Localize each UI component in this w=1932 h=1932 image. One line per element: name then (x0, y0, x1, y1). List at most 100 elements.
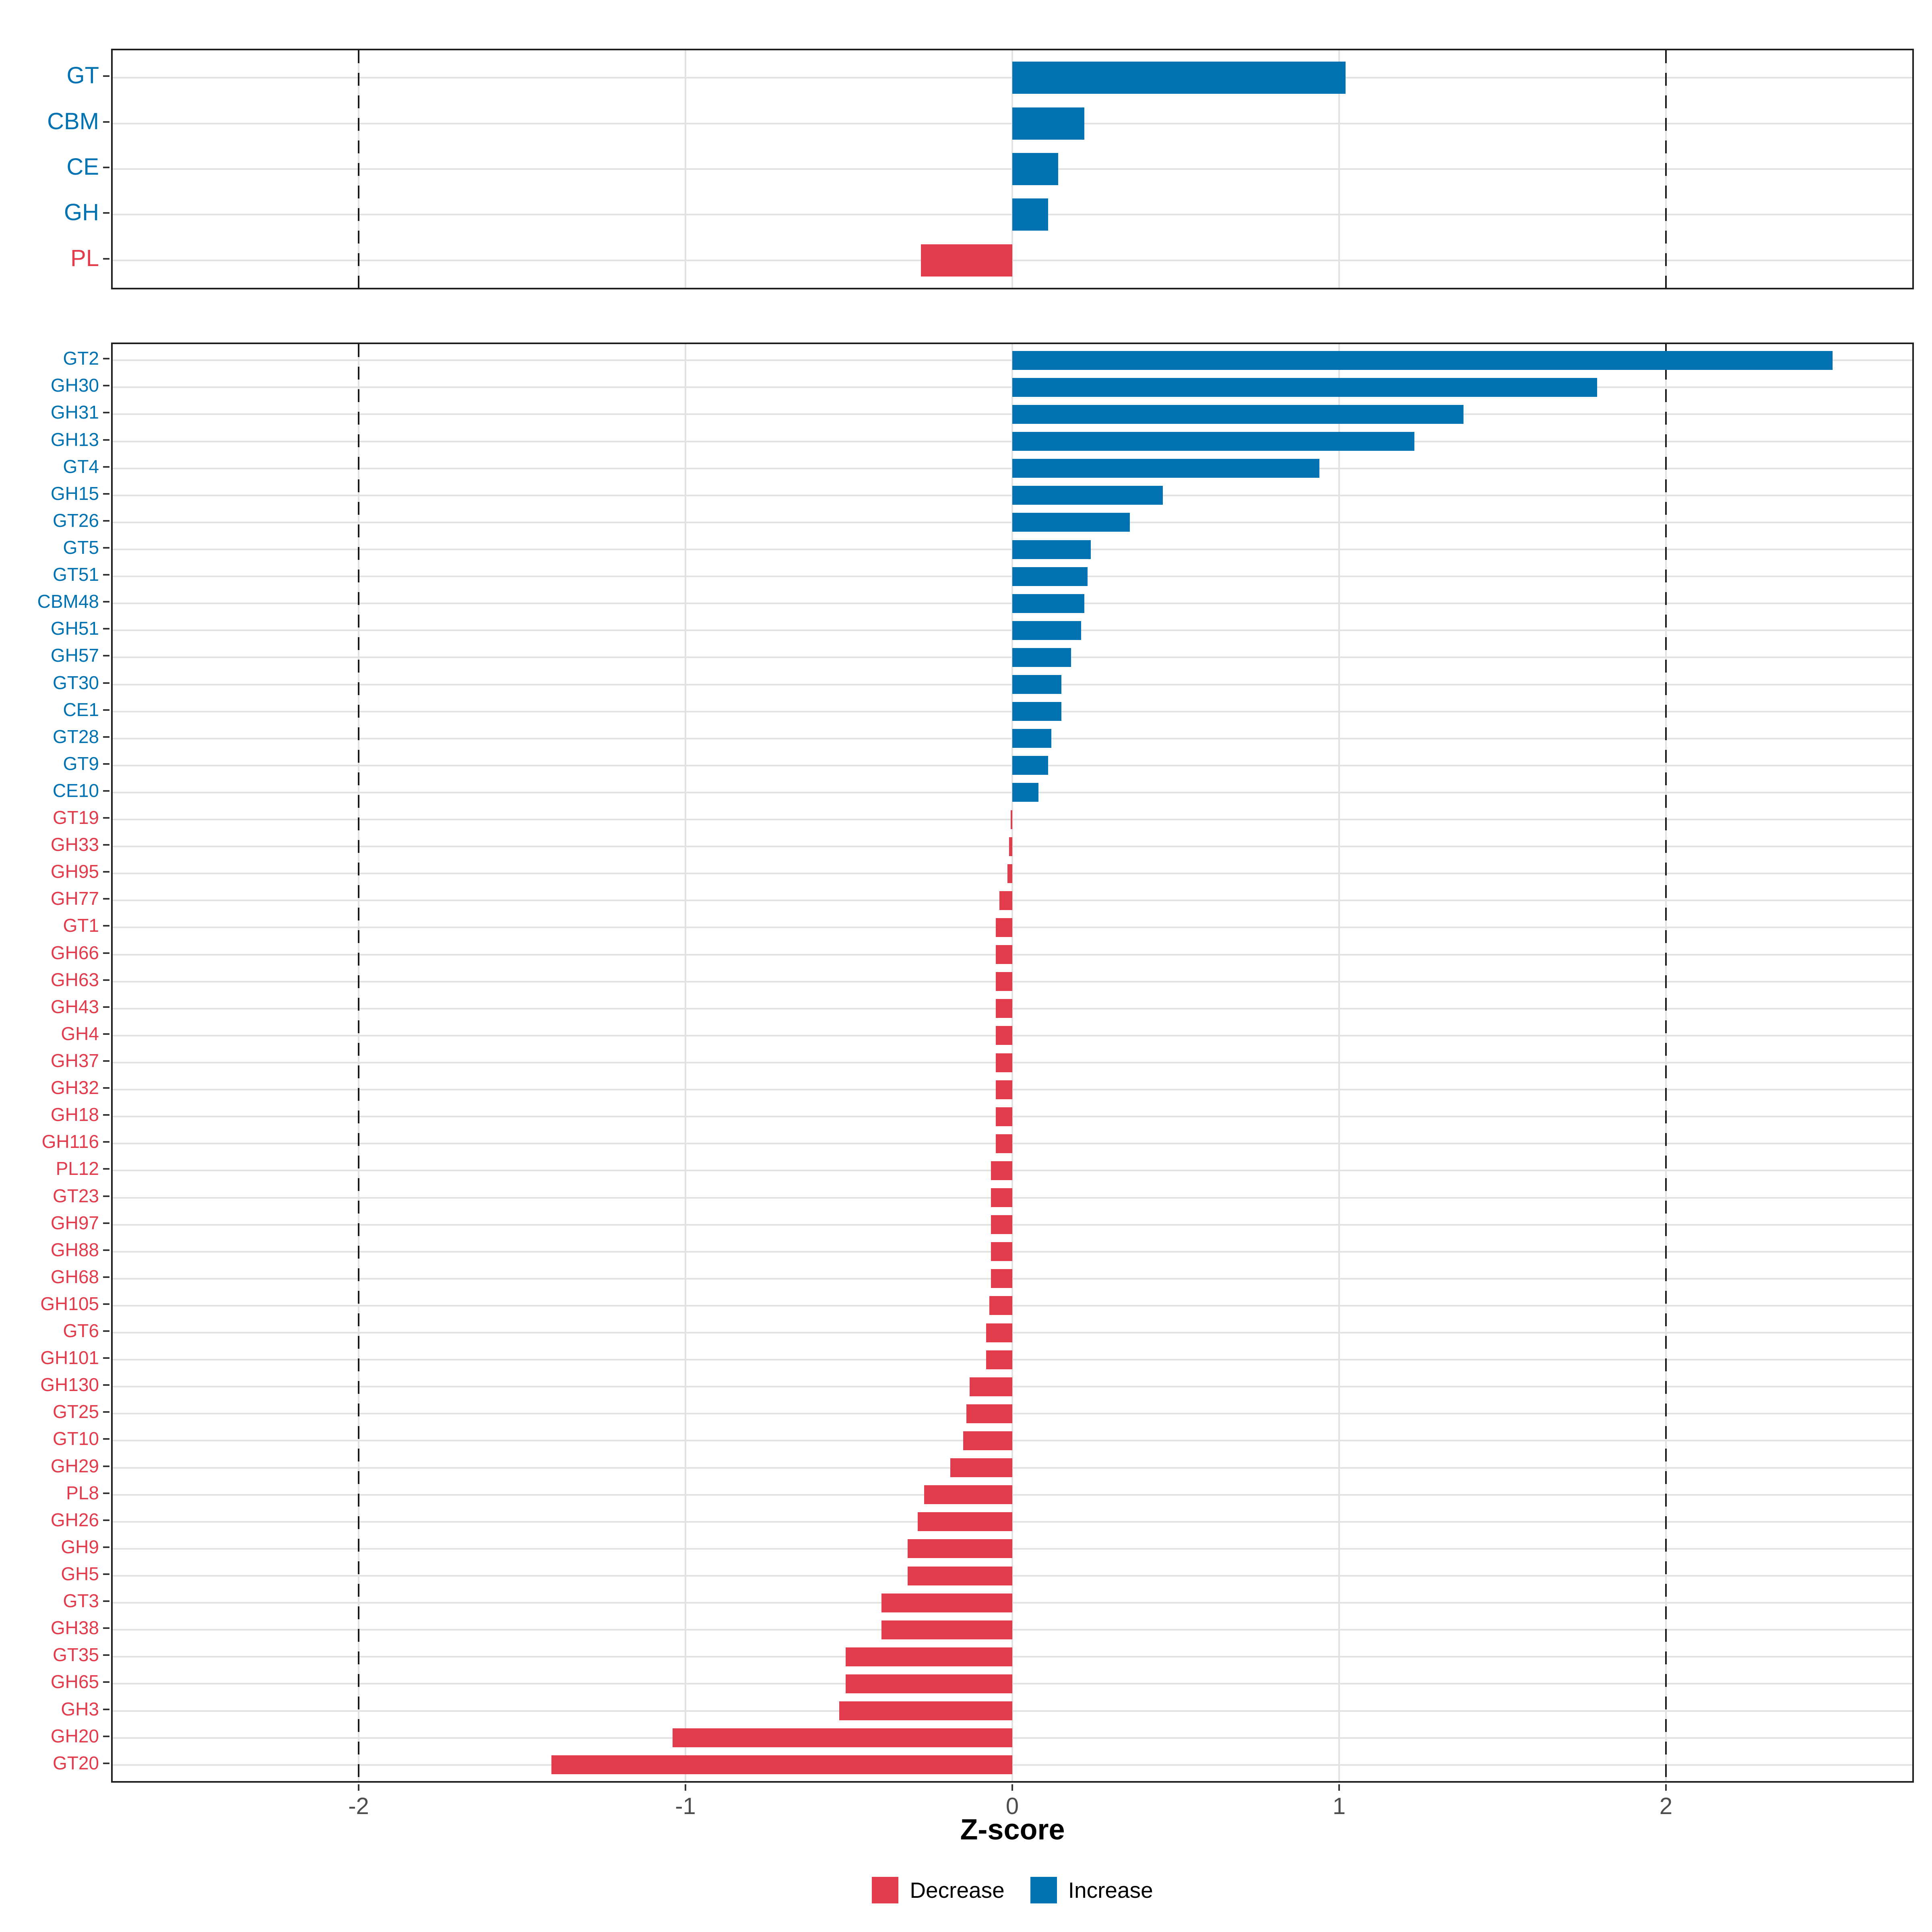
gridline (113, 1034, 1912, 1036)
gridline (113, 1143, 1912, 1145)
bar-GH15 (1012, 486, 1163, 505)
bar-GH77 (999, 891, 1012, 910)
y-label-GH63: GH63 (50, 969, 99, 990)
gridline (113, 1602, 1912, 1604)
y-label-GT23: GT23 (52, 1185, 99, 1206)
tick-mark (103, 1438, 109, 1440)
tick-mark (685, 1784, 686, 1791)
tick-mark (103, 412, 109, 414)
tick-mark (103, 871, 109, 873)
y-label-GT: GT (66, 62, 99, 89)
bar-PL12 (991, 1161, 1012, 1180)
tick-mark (103, 1087, 109, 1089)
gridline (113, 954, 1912, 956)
gridline (113, 1683, 1912, 1685)
bar-GT3 (881, 1593, 1012, 1612)
tick-mark (103, 1627, 109, 1629)
tick-mark (103, 1735, 109, 1737)
bar-GT51 (1012, 567, 1088, 586)
bar-GH105 (989, 1296, 1012, 1315)
gridline (113, 1467, 1912, 1469)
gridline (113, 927, 1912, 929)
gridline (113, 1116, 1912, 1118)
x-tick-label: -2 (348, 1793, 369, 1819)
bar-GT9 (1012, 756, 1049, 775)
gridline (113, 1656, 1912, 1658)
bar-GH88 (991, 1242, 1012, 1261)
y-label-GH51: GH51 (50, 618, 99, 639)
y-label-GH31: GH31 (50, 402, 99, 423)
y-label-GH38: GH38 (50, 1617, 99, 1639)
bar-GH116 (996, 1134, 1012, 1153)
bar-GT10 (963, 1431, 1012, 1450)
y-label-GH66: GH66 (50, 942, 99, 963)
bar-GH3 (839, 1701, 1012, 1721)
tick-mark (103, 628, 109, 630)
gridline (113, 1737, 1912, 1739)
tick-mark (103, 1222, 109, 1224)
y-label-GH43: GH43 (50, 996, 99, 1017)
bar-GH51 (1012, 621, 1081, 640)
y-label-GT20: GT20 (52, 1752, 99, 1773)
y-label-CE: CE (66, 153, 99, 180)
bar-GH43 (996, 999, 1012, 1018)
tick-mark (103, 1141, 109, 1143)
gridline (113, 1332, 1912, 1334)
y-label-GH95: GH95 (50, 861, 99, 882)
bar-GH9 (908, 1539, 1012, 1558)
bar-GT23 (991, 1188, 1012, 1208)
legend-key-increase (1030, 1877, 1057, 1903)
tick-mark (103, 1708, 109, 1710)
dashed-reference-line (358, 344, 359, 1781)
y-label-GH65: GH65 (50, 1671, 99, 1693)
tick-mark (103, 763, 109, 765)
legend-label-increase: Increase (1068, 1877, 1153, 1903)
y-label-CBM48: CBM48 (37, 591, 99, 612)
bar-GT19 (1010, 810, 1012, 829)
bar-GH38 (881, 1620, 1012, 1639)
tick-mark (103, 1006, 109, 1008)
tick-mark (103, 925, 109, 927)
y-label-GH: GH (64, 199, 99, 226)
y-label-GH101: GH101 (40, 1347, 99, 1368)
gridline (113, 1007, 1912, 1009)
tick-mark (103, 493, 109, 495)
bar-PL (921, 244, 1012, 277)
legend-item-decrease: Decrease (872, 1877, 1005, 1903)
tick-mark (103, 1357, 109, 1359)
bar-GH68 (991, 1269, 1012, 1288)
legend-label-decrease: Decrease (910, 1877, 1005, 1903)
gridline (113, 1494, 1912, 1496)
gridline (113, 1359, 1912, 1361)
legend-key-decrease (872, 1877, 899, 1903)
x-tick-label: 1 (1332, 1793, 1346, 1819)
bar-PL8 (924, 1485, 1012, 1505)
y-label-GT26: GT26 (52, 510, 99, 531)
y-label-GT28: GT28 (52, 726, 99, 747)
gridline (113, 1251, 1912, 1253)
y-label-GH18: GH18 (50, 1104, 99, 1125)
x-axis: -2 -1 0 1 2 (111, 1784, 1914, 1837)
bar-GH101 (986, 1350, 1012, 1369)
bar-GT6 (986, 1323, 1012, 1342)
y-label-GH105: GH105 (40, 1293, 99, 1315)
bar-GH5 (908, 1566, 1012, 1585)
y-label-GH15: GH15 (50, 483, 99, 504)
tick-mark (103, 1168, 109, 1170)
bar-GH95 (1007, 864, 1012, 883)
gridline (113, 1386, 1912, 1388)
dashed-reference-line (1665, 344, 1667, 1781)
gridline (113, 900, 1912, 902)
tick-mark (103, 655, 109, 657)
y-label-GT35: GT35 (52, 1644, 99, 1666)
tick-mark (1665, 1784, 1667, 1791)
y-label-GT10: GT10 (52, 1428, 99, 1449)
tick-mark (103, 520, 109, 522)
tick-mark (103, 212, 109, 214)
y-label-GH32: GH32 (50, 1077, 99, 1098)
bar-GH130 (970, 1377, 1012, 1396)
gridline (113, 1089, 1912, 1091)
gridline (113, 1197, 1912, 1199)
y-label-GH4: GH4 (61, 1023, 99, 1044)
tick-mark (103, 1060, 109, 1062)
